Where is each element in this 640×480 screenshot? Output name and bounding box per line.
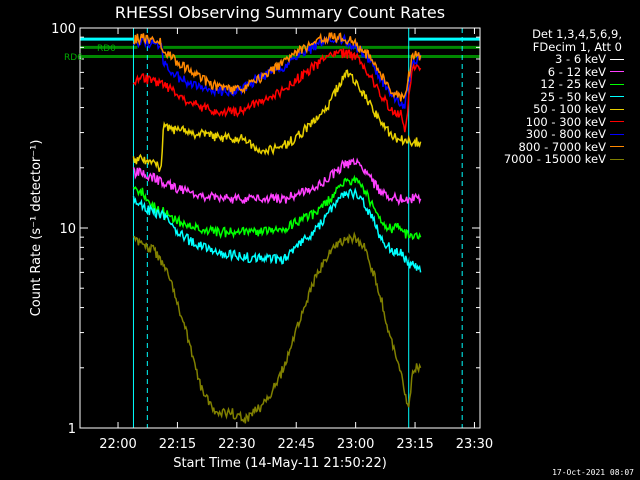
- x-tick-label: 22:00: [99, 437, 136, 452]
- x-tick-label: 23:15: [396, 437, 433, 452]
- series-line: [133, 231, 422, 424]
- legend-label: 800 - 7000 keV: [518, 139, 606, 154]
- y-axis-label: Count Rate (s⁻¹ detector⁻¹): [29, 140, 44, 317]
- legend-item: 12 - 25 keV: [432, 78, 632, 91]
- annotation-rd6: RD6: [64, 53, 83, 63]
- series-line: [132, 157, 422, 207]
- chart-title: RHESSI Observing Summary Count Rates: [115, 3, 445, 22]
- legend-swatch: [610, 83, 624, 85]
- x-tick-label: 23:00: [337, 437, 374, 452]
- legend-swatch: [610, 58, 624, 60]
- x-tick-label: 22:15: [159, 437, 196, 452]
- annotation-rd0: RD0: [97, 44, 116, 54]
- legend-label: 25 - 50 keV: [540, 89, 606, 104]
- legend-label: 100 - 300 keV: [525, 114, 606, 129]
- legend-item: 6 - 12 keV: [432, 64, 632, 79]
- series-line: [132, 187, 422, 273]
- legend-swatch: [610, 133, 624, 135]
- legend-item: 800 - 7000 keV: [432, 139, 632, 154]
- legend-label: 7000 - 15000 keV: [503, 152, 606, 166]
- legend: Det 1,3,4,5,6,9, FDecim 1, Att 0 3 - 6 k…: [432, 28, 632, 166]
- legend-label: 50 - 100 keV: [533, 102, 606, 116]
- legend-swatch: [610, 158, 624, 160]
- legend-item: 300 - 800 keV: [432, 128, 632, 141]
- series-line: [132, 69, 422, 172]
- legend-label: 300 - 800 keV: [525, 127, 606, 141]
- legend-label: 3 - 6 keV: [555, 52, 606, 66]
- series-line: [132, 175, 422, 271]
- y-tick-label: 100: [51, 22, 76, 37]
- legend-item: 50 - 100 keV: [432, 103, 632, 116]
- legend-label: 12 - 25 keV: [540, 77, 606, 91]
- legend-item: 100 - 300 keV: [432, 114, 632, 129]
- series-line: [132, 174, 422, 241]
- legend-swatch: [610, 121, 624, 123]
- legend-item: 7000 - 15000 keV: [432, 153, 632, 166]
- legend-swatch: [610, 146, 624, 148]
- legend-item: 3 - 6 keV: [432, 53, 632, 66]
- legend-label: 6 - 12 keV: [547, 64, 606, 79]
- x-tick-label: 23:30: [456, 437, 493, 452]
- series-line: [133, 32, 422, 102]
- legend-swatch: [610, 71, 624, 73]
- x-tick-label: 22:45: [278, 437, 315, 452]
- x-axis-label: Start Time (14-May-11 21:50:22): [173, 456, 387, 471]
- timestamp: 17-Oct-2021 08:07: [552, 468, 634, 477]
- legend-item: 25 - 50 keV: [432, 89, 632, 104]
- legend-swatch: [610, 108, 624, 110]
- legend-header-1: Det 1,3,4,5,6,9,: [532, 27, 622, 41]
- legend-swatch: [610, 96, 624, 98]
- series-line: [132, 48, 422, 133]
- y-tick-label: 10: [59, 222, 76, 237]
- legend-header-2: FDecim 1, Att 0: [532, 39, 622, 54]
- y-tick-label: 1: [68, 422, 76, 437]
- x-tick-label: 22:30: [218, 437, 255, 452]
